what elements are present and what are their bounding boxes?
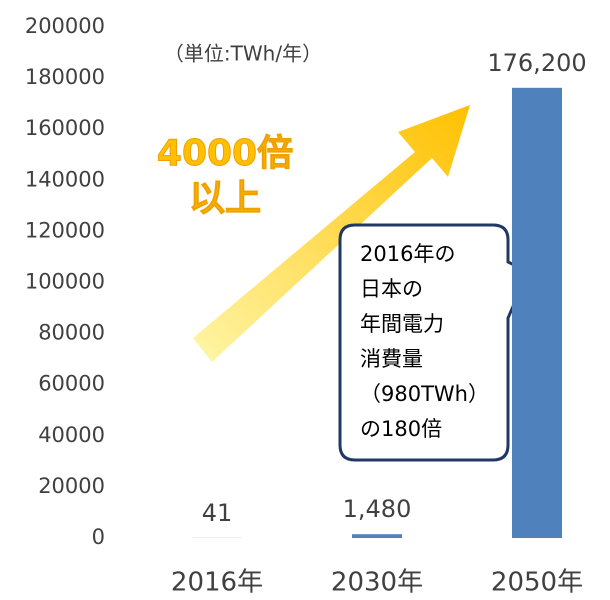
x-tick-label: 2016年 — [171, 568, 263, 598]
growth-arrow — [193, 105, 470, 362]
callout-box — [338, 223, 530, 462]
y-tick-label: 120000 — [25, 218, 105, 242]
callout-line: （980TWh） — [360, 382, 489, 406]
value-label: 1,480 — [342, 495, 412, 524]
arrow-text: 以上 — [189, 178, 261, 219]
x-tick-label: 2030年 — [331, 568, 423, 598]
callout-line: 日本の — [360, 277, 423, 301]
y-tick-label: 140000 — [25, 167, 105, 191]
value-label: 41 — [201, 498, 233, 527]
y-tick-label: 80000 — [38, 321, 105, 345]
callout-line: 年間電力 — [360, 312, 444, 336]
callout-line: の180倍 — [360, 417, 442, 441]
callout-line: 2016年の — [360, 242, 455, 266]
bar — [352, 534, 402, 538]
y-tick-label: 20000 — [38, 474, 105, 498]
y-tick-label: 100000 — [25, 270, 105, 294]
y-tick-label: 180000 — [25, 65, 105, 89]
value-label: 176,200 — [487, 48, 587, 77]
y-tick-label: 40000 — [38, 423, 105, 447]
y-tick-label: 0 — [92, 525, 105, 549]
bar — [512, 87, 562, 539]
unit-note: （単位:TWh/年） — [164, 42, 322, 66]
y-tick-label: 160000 — [25, 116, 105, 140]
callout-line: 消費量 — [360, 347, 423, 371]
arrow-text: 4000倍 — [157, 133, 293, 174]
y-tick-label: 60000 — [38, 372, 105, 396]
x-tick-label: 2050年 — [491, 568, 583, 598]
y-tick-label: 200000 — [25, 14, 105, 38]
